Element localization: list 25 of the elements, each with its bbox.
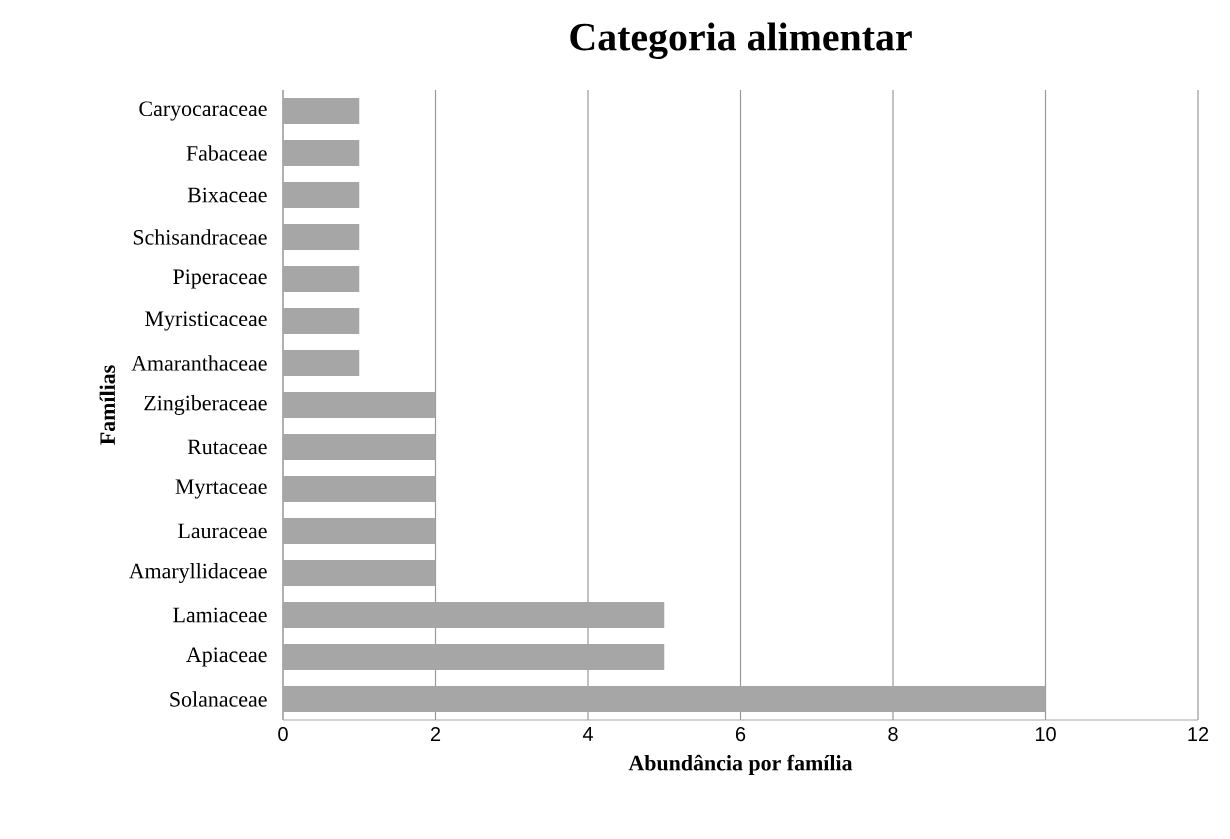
y-tick-label: Fabaceae	[186, 145, 267, 161]
y-tick-label: Schisandraceae	[133, 229, 267, 245]
y-tick-label: Lauraceae	[178, 523, 267, 539]
y-tick-label: Myrtaceae	[175, 479, 267, 499]
y-tick-label: Myristicaceae	[145, 311, 267, 331]
y-tick-label: Piperaceae	[173, 269, 267, 289]
x-tick-label: 10	[1035, 727, 1056, 742]
x-tick-label: 2	[430, 727, 441, 741]
y-tick-label: Amaryllidaceae	[128, 563, 267, 583]
x-axis-title: Abundância por família	[628, 754, 853, 775]
y-tick-label: Bixaceae	[187, 187, 267, 203]
y-axis-title: Famílias	[99, 365, 116, 445]
y-tick-label: Zingiberaceae	[144, 395, 267, 415]
y-tick-label: Lamiaceae	[173, 607, 267, 623]
x-tick-label: 12	[1188, 727, 1209, 741]
x-tick-label: 0	[278, 727, 288, 742]
x-tick-label: 4	[582, 727, 593, 741]
x-tick-label: 6	[735, 727, 746, 742]
x-tick-label: 8	[888, 727, 898, 742]
y-tick-label: Rutaceae	[187, 439, 267, 455]
chart-title: Categoria alimentar	[570, 22, 912, 59]
y-tick-label: Solanaceae	[170, 691, 267, 707]
y-tick-label: Amaranthaceae	[131, 355, 267, 371]
y-tick-label: Apiaceae	[186, 647, 267, 667]
y-tick-label: Caryocaraceae	[139, 101, 267, 121]
